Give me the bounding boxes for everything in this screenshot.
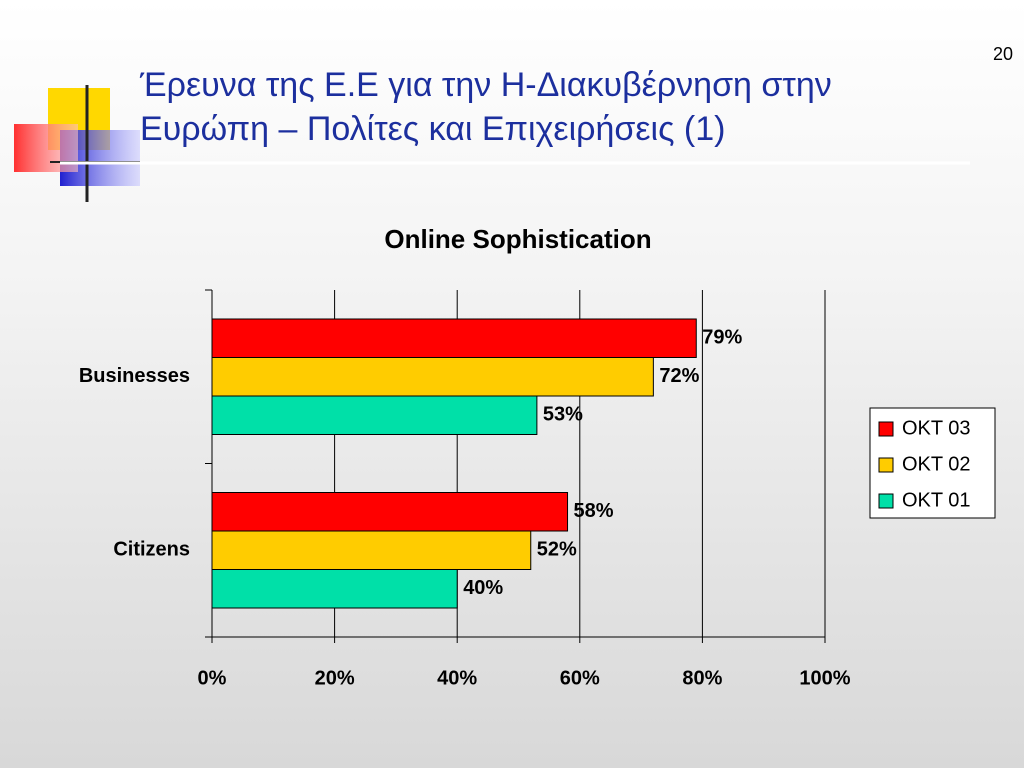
x-tick-label: 60% [560,667,600,689]
value-label: 53% [543,404,583,426]
legend-label: OKT 01 [902,489,971,511]
x-tick-label: 100% [799,667,850,689]
bar [211,492,569,532]
bar [211,357,654,397]
legend-swatch [878,493,894,509]
slide-number: 20 [993,44,1013,64]
legend-swatch [878,421,894,437]
value-label: 72% [659,365,699,387]
legend-swatch [878,457,894,473]
value-label: 58% [574,500,614,522]
value-label: 52% [537,539,577,561]
slide-title: Έρευνα της Ε.Ε για την Η-Διακυβέρνηση στ… [139,66,832,104]
bar [211,569,458,609]
x-tick-label: 40% [437,667,477,689]
decoration [14,85,970,202]
legend-label: OKT 03 [902,417,971,439]
legend-label: OKT 02 [902,453,971,475]
x-tick-label: 0% [198,667,227,689]
y-tick-label: Businesses [79,365,190,387]
slide-title: Ευρώπη – Πολίτες και Επιχειρήσεις (1) [140,110,725,148]
value-label: 79% [702,327,742,349]
value-label: 40% [463,577,503,599]
x-tick-label: 80% [682,667,722,689]
x-tick-label: 20% [315,667,355,689]
bar [211,318,697,358]
bar [211,530,532,570]
bar [211,395,538,435]
y-tick-label: Citizens [113,539,190,561]
chart-title: Online Sophistication [384,224,651,254]
